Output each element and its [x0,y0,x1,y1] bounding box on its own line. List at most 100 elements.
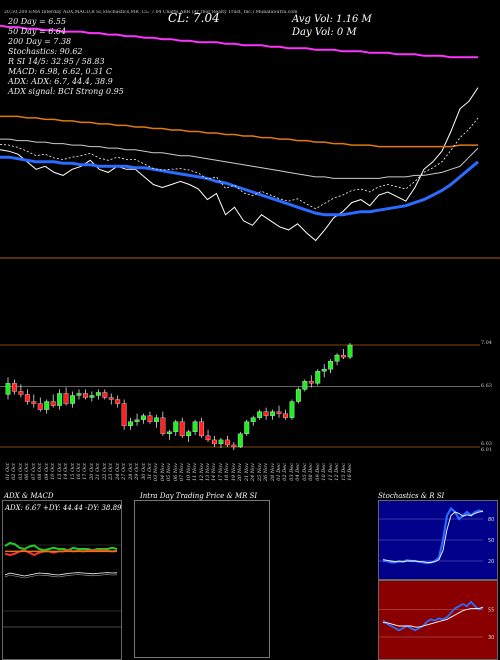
date-tick: 05 Dec [301,463,308,481]
date-tick: 20 Nov [237,463,244,482]
date-tick: 24 Oct [114,463,121,480]
stoch-line-k [383,506,484,565]
ema-series-upper-band [0,24,478,59]
stat-stochastics: Stochastics: 90.62 [8,47,83,56]
date-tick: 14 Nov [211,463,218,482]
date-tick: 06 Oct [24,463,31,480]
stochastics-title: Stochastics & R SI [378,492,445,500]
rsi-tick: 30 [488,635,494,641]
candle-body [289,401,295,418]
date-tick: 14 Oct [63,463,70,480]
date-tick: 28 Nov [269,463,276,482]
candle-body [82,393,88,398]
date-tick: 04 Nov [159,463,166,482]
adx-line-dy [4,541,118,552]
date-tick: 06 Nov [172,463,179,482]
header-line: 20,50,200 EMA Interday ADX,MACD,B SI,Sto… [4,10,298,15]
date-tick: 08 Oct [37,463,44,480]
date-tick: 10 Dec [321,463,328,481]
date-tick: 12 Dec [334,463,341,481]
date-tick: 03 Nov [153,463,160,482]
price-tick-3: 6.03 [480,441,492,447]
candle-body [166,431,172,434]
ema-series-20-ema [0,155,479,217]
candle-body [121,403,127,426]
candle-body [257,411,263,418]
date-tick: 07 Oct [30,463,37,480]
rsi-panel: 55 30 [378,580,498,660]
candle-body [24,394,30,402]
date-tick: 24 Nov [250,463,257,482]
candle-body [205,435,211,441]
candle-body [102,392,108,398]
candle-body [199,421,205,437]
price-tick-4: 6.01 [480,447,492,453]
candle-body [315,371,321,384]
date-axis: 01 Oct 02 Oct 03 Oct 06 Oct 07 Oct 08 Oct 09 O… [0,452,500,492]
candle-body [44,401,50,410]
candle-body [12,383,17,392]
candle-body [186,431,192,437]
candle-body [5,383,11,395]
date-tick: 26 Nov [263,463,270,482]
ema-series-close [0,87,479,242]
date-tick: 03 Oct [17,463,24,480]
candle-body [237,433,243,448]
candle-body [147,415,153,422]
date-tick: 20 Oct [88,463,95,480]
stat-macd: MACD: 6.98, 6.62, 0.31 C [8,67,113,76]
rsi-line-mrsi [383,606,484,628]
candle-body [153,417,159,422]
candle-body [192,421,198,432]
candle-body [108,397,114,400]
date-tick: 30 Oct [140,463,147,480]
date-tick: 25 Nov [256,463,263,482]
adx-panel: ADX: 6.67 +DY: 44.44 -DY: 38.89 [2,500,122,660]
rsi-svg: 55 30 [379,600,494,641]
candle-body [334,354,340,362]
candle-body [347,344,353,358]
candle-body [37,403,43,410]
candle-body [128,421,134,426]
macd-line [4,572,118,577]
candle-body [179,421,185,437]
candle-body [141,415,146,420]
candle-body [283,413,288,418]
candle-body [57,393,63,406]
ema-series-200-ema [0,115,478,148]
macd-signal-line [4,574,118,579]
date-tick: 10 Oct [50,463,57,480]
candle-body [134,419,140,422]
candle-body [95,392,101,396]
date-tick: 02 Oct [11,463,18,480]
main-chart: 20,50,200 EMA Interday ADX,MACD,B SI,Sto… [0,10,500,453]
stoch-tick: 20 [488,559,494,565]
candle-body [224,439,230,446]
stat-adx: ADX: ADX: 6.7, 44.4, 38.9 [8,77,113,86]
date-tick: 11 Dec [327,463,334,481]
candle-body [31,401,37,404]
price-tick-2: 6.63 [480,383,492,389]
date-tick: 07 Nov [179,463,186,482]
intraday-title: Intra Day Trading Price & MR SI [140,492,258,500]
price-tick-1: 7.04 [480,340,492,346]
candle-body [321,369,327,372]
date-tick: 05 Nov [166,463,173,482]
candle-body [160,417,166,434]
date-tick: 16 Dec [347,463,353,481]
date-tick: 02 Dec [282,463,289,481]
stoch-line-d [382,510,484,563]
candle-body [63,393,69,404]
day-vol: Day Vol: 0 M [292,27,357,38]
candle-body [18,391,24,395]
candle-body [295,389,301,402]
adx-macd-title: ADX & MACD [4,492,54,500]
date-tick: 27 Oct [121,463,128,480]
stoch-tick: 80 [488,517,494,523]
intraday-panel [134,500,270,658]
stochastics-svg: 80 50 20 [379,506,494,565]
date-tick: 22 Oct [101,463,108,480]
adx-svg [3,541,121,628]
date-tick: 11 Nov [192,463,199,482]
candle-body [76,393,82,396]
